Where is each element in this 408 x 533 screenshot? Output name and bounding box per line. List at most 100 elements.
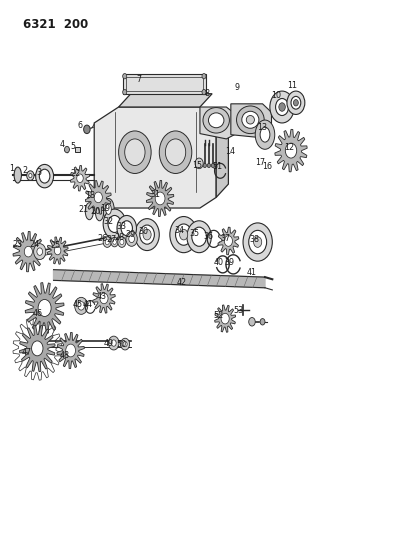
Ellipse shape <box>14 167 22 183</box>
Text: 30: 30 <box>139 227 149 236</box>
Circle shape <box>279 103 285 111</box>
Circle shape <box>180 229 188 240</box>
Circle shape <box>33 244 46 260</box>
Polygon shape <box>47 237 68 264</box>
Circle shape <box>111 340 116 346</box>
Circle shape <box>207 164 211 167</box>
Circle shape <box>109 336 119 350</box>
Text: 35: 35 <box>189 229 199 238</box>
Text: 17: 17 <box>255 158 265 167</box>
Circle shape <box>35 165 53 188</box>
Ellipse shape <box>103 198 114 220</box>
Text: 20: 20 <box>90 207 100 216</box>
Circle shape <box>155 192 165 205</box>
Text: 43: 43 <box>97 292 106 301</box>
Text: 33: 33 <box>116 222 126 231</box>
Circle shape <box>117 215 137 241</box>
Ellipse shape <box>237 106 264 134</box>
Circle shape <box>120 239 124 245</box>
Circle shape <box>38 300 51 317</box>
Circle shape <box>192 227 206 246</box>
Text: 42: 42 <box>176 278 186 287</box>
Circle shape <box>275 99 288 116</box>
Ellipse shape <box>208 113 224 128</box>
Circle shape <box>31 341 43 356</box>
Text: 45: 45 <box>73 300 83 309</box>
Polygon shape <box>146 180 174 216</box>
Circle shape <box>202 90 206 95</box>
Text: 53: 53 <box>233 305 243 314</box>
Circle shape <box>125 139 145 165</box>
Polygon shape <box>20 325 55 372</box>
Text: 8: 8 <box>205 88 210 98</box>
Text: 28: 28 <box>114 233 124 243</box>
Circle shape <box>113 240 116 245</box>
Polygon shape <box>215 305 236 332</box>
Circle shape <box>165 139 186 165</box>
Circle shape <box>100 293 108 304</box>
Text: 25: 25 <box>51 241 61 250</box>
Text: 47: 47 <box>22 348 32 357</box>
Circle shape <box>243 223 272 261</box>
Polygon shape <box>70 165 90 191</box>
Text: 36: 36 <box>204 232 214 241</box>
Text: 23: 23 <box>13 240 23 249</box>
Polygon shape <box>13 231 44 272</box>
Polygon shape <box>275 130 307 172</box>
Text: 18: 18 <box>85 191 95 200</box>
Circle shape <box>27 171 34 180</box>
Ellipse shape <box>95 204 104 221</box>
Circle shape <box>195 158 203 168</box>
Circle shape <box>121 338 130 350</box>
Polygon shape <box>94 107 216 208</box>
Circle shape <box>293 100 298 106</box>
Text: 6321  200: 6321 200 <box>23 18 88 30</box>
Text: 2: 2 <box>22 166 28 175</box>
Bar <box>75 148 80 152</box>
Circle shape <box>94 192 102 203</box>
Circle shape <box>103 237 111 247</box>
Circle shape <box>270 91 294 123</box>
Circle shape <box>66 344 75 357</box>
Bar <box>123 74 206 94</box>
Text: 7: 7 <box>136 75 142 84</box>
Circle shape <box>108 215 121 232</box>
Circle shape <box>126 231 137 246</box>
Text: 13: 13 <box>257 123 268 132</box>
Text: 27: 27 <box>106 236 116 245</box>
Ellipse shape <box>260 127 270 142</box>
Text: 38: 38 <box>249 235 259 244</box>
Circle shape <box>159 131 192 173</box>
Text: 21: 21 <box>78 205 88 214</box>
Text: 19: 19 <box>100 204 111 213</box>
Circle shape <box>254 237 262 247</box>
Text: 3: 3 <box>36 168 42 177</box>
Polygon shape <box>231 104 271 138</box>
Circle shape <box>29 173 32 177</box>
Circle shape <box>260 319 265 325</box>
Text: 50: 50 <box>116 340 126 349</box>
Text: 4: 4 <box>59 140 64 149</box>
Circle shape <box>202 74 206 79</box>
Bar <box>126 77 203 91</box>
Text: 44: 44 <box>83 300 93 309</box>
Circle shape <box>221 313 229 324</box>
Circle shape <box>123 342 127 347</box>
Polygon shape <box>218 227 239 255</box>
Text: 32: 32 <box>103 217 113 227</box>
Circle shape <box>203 164 206 167</box>
Text: 5: 5 <box>71 142 75 151</box>
Circle shape <box>211 164 215 167</box>
Ellipse shape <box>85 203 93 220</box>
Ellipse shape <box>255 120 275 149</box>
Polygon shape <box>25 282 64 333</box>
Polygon shape <box>93 284 115 313</box>
Text: 6: 6 <box>78 121 83 130</box>
Text: 39: 39 <box>224 258 234 266</box>
Circle shape <box>121 221 133 236</box>
Circle shape <box>111 237 118 247</box>
Text: 40: 40 <box>214 258 224 266</box>
Circle shape <box>249 230 266 254</box>
Text: 29: 29 <box>126 230 136 239</box>
Text: 10: 10 <box>271 91 282 100</box>
